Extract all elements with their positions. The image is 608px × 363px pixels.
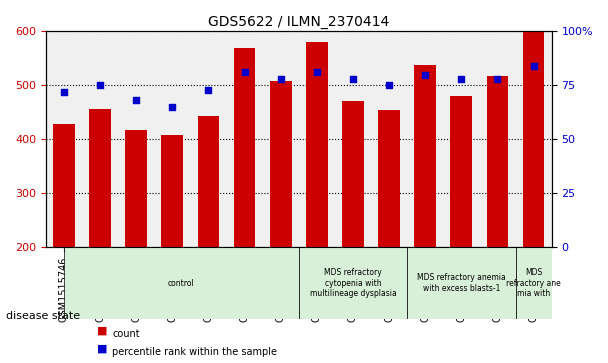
Bar — [270, 81, 291, 247]
Bar — [486, 76, 508, 247]
Bar — [125, 130, 147, 247]
Point — [420, 72, 430, 78]
Bar — [306, 42, 328, 247]
Bar — [523, 0, 544, 247]
Text: ■: ■ — [97, 326, 108, 336]
Text: count: count — [112, 329, 140, 339]
Point — [384, 82, 394, 88]
FancyBboxPatch shape — [299, 247, 407, 319]
Text: disease state: disease state — [6, 311, 80, 321]
Point — [492, 77, 502, 82]
Point — [348, 77, 358, 82]
Bar — [198, 116, 219, 247]
Text: percentile rank within the sample: percentile rank within the sample — [112, 347, 277, 357]
Text: control: control — [168, 278, 195, 287]
Point — [167, 104, 177, 110]
Bar — [415, 65, 436, 247]
Bar — [378, 110, 400, 247]
Title: GDS5622 / ILMN_2370414: GDS5622 / ILMN_2370414 — [208, 15, 389, 29]
Text: MDS
refractory ane
mia with: MDS refractory ane mia with — [506, 268, 561, 298]
Point — [95, 82, 105, 88]
Point — [276, 77, 286, 82]
Point — [131, 98, 141, 103]
Point — [59, 89, 69, 95]
Bar — [162, 135, 183, 247]
Bar — [53, 124, 75, 247]
Text: MDS refractory
cytopenia with
multilineage dysplasia: MDS refractory cytopenia with multilinea… — [309, 268, 396, 298]
Text: MDS refractory anemia
with excess blasts-1: MDS refractory anemia with excess blasts… — [417, 273, 506, 293]
Point — [240, 69, 249, 75]
Bar — [342, 101, 364, 247]
FancyBboxPatch shape — [64, 247, 299, 319]
Bar — [89, 109, 111, 247]
FancyBboxPatch shape — [516, 247, 551, 319]
Bar — [233, 48, 255, 247]
Bar — [451, 95, 472, 247]
Point — [529, 63, 539, 69]
Point — [457, 77, 466, 82]
Text: ■: ■ — [97, 344, 108, 354]
FancyBboxPatch shape — [407, 247, 516, 319]
Point — [312, 69, 322, 75]
Point — [204, 87, 213, 93]
